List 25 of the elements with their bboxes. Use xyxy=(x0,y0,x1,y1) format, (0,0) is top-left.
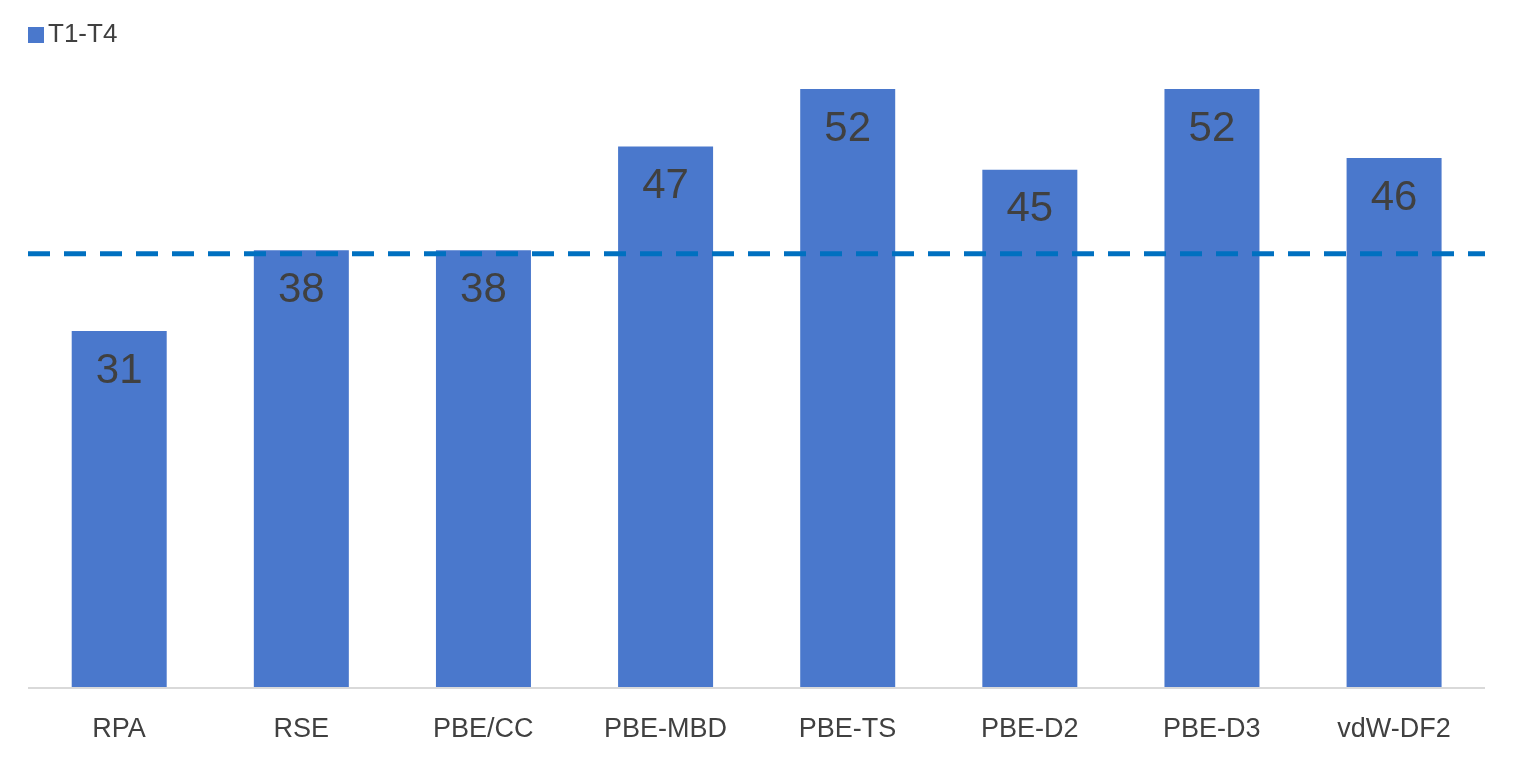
bar xyxy=(253,250,349,688)
x-tick-label: PBE-TS xyxy=(798,713,897,744)
x-tick-label: PBE/CC xyxy=(433,713,534,744)
data-label: 47 xyxy=(642,160,689,208)
data-label: 52 xyxy=(1188,102,1236,150)
bar xyxy=(1164,89,1260,688)
x-tick-label: PBE-D2 xyxy=(980,713,1079,744)
data-label: 52 xyxy=(824,102,872,150)
bar xyxy=(618,146,714,688)
x-tick-label: PBE-MBD xyxy=(603,713,727,744)
x-tick-label: vdW-DF2 xyxy=(1337,713,1451,744)
bar xyxy=(800,89,896,688)
bar xyxy=(435,250,531,688)
x-tick-label: RSE xyxy=(273,713,329,744)
data-label: 31 xyxy=(95,344,143,392)
legend-label: T1-T4 xyxy=(48,18,118,48)
x-tick-label: PBE-D3 xyxy=(1163,713,1261,744)
bar xyxy=(982,169,1078,688)
data-label: 38 xyxy=(460,264,507,312)
data-label: 38 xyxy=(277,264,325,312)
data-label: 45 xyxy=(1006,183,1054,231)
data-label: 46 xyxy=(1370,171,1418,219)
bar xyxy=(71,330,167,688)
x-tick-label: RPA xyxy=(92,713,146,744)
bar xyxy=(1346,158,1442,688)
